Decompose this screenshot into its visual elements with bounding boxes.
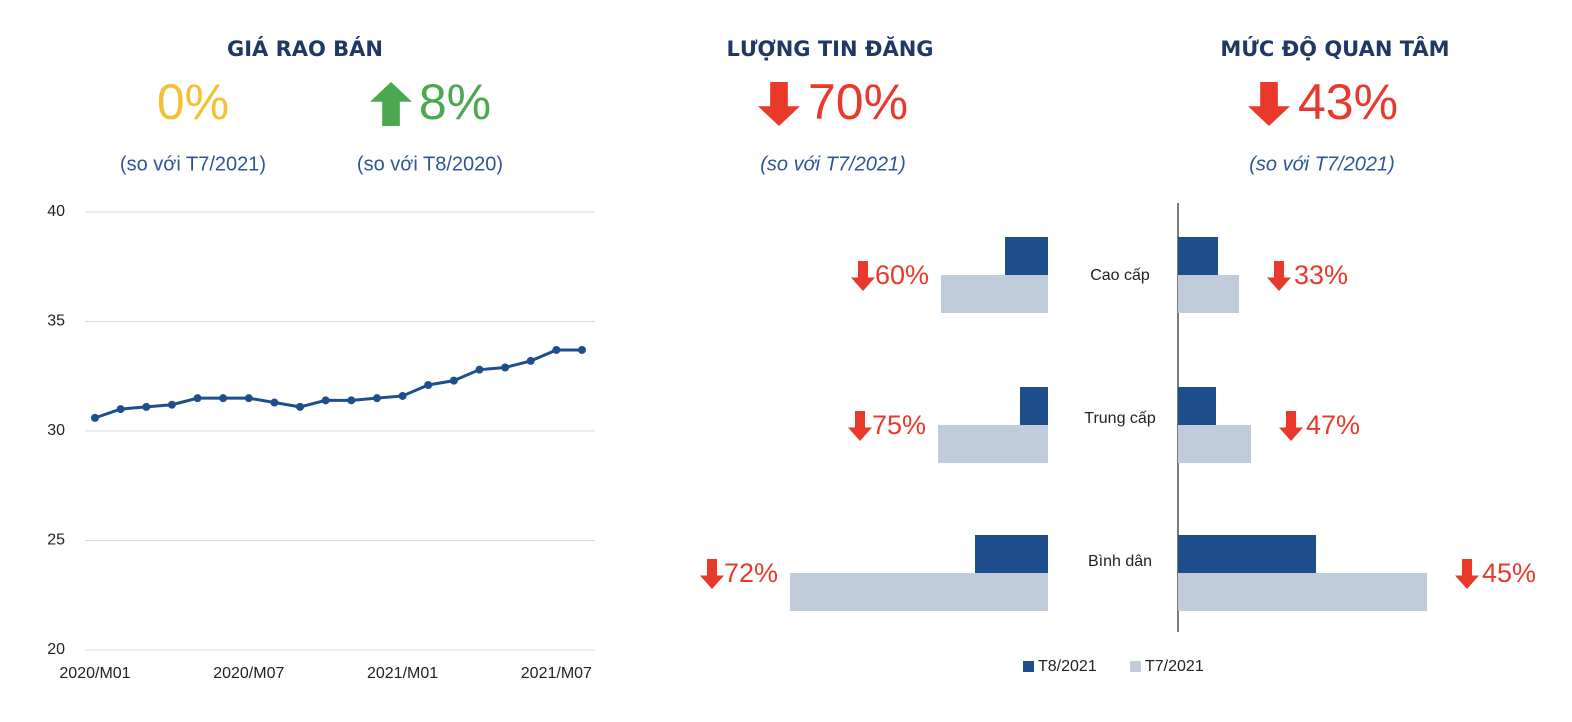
bar	[1178, 573, 1427, 611]
stat-note: (so với T7/2021)	[760, 153, 905, 175]
category-label: Trung cấp	[1084, 410, 1156, 427]
bar	[938, 425, 1048, 463]
point	[321, 396, 330, 405]
arrow-icon	[700, 559, 724, 589]
point	[501, 363, 510, 372]
stat-value: 43%	[1298, 74, 1398, 130]
arrow-icon	[1267, 261, 1291, 291]
point	[449, 376, 458, 385]
point	[193, 394, 202, 403]
arrow-icon	[758, 82, 800, 126]
point	[91, 413, 99, 422]
x-tick-label: 2020/M01	[59, 665, 130, 682]
bar	[975, 535, 1048, 573]
arrow-icon	[1279, 411, 1303, 441]
change-label: 33%	[1294, 260, 1348, 290]
stat-value: 0%	[157, 74, 229, 130]
y-tick-label: 35	[47, 313, 65, 330]
panel-title: LƯỢNG TIN ĐĂNG	[726, 36, 933, 61]
point	[270, 398, 279, 407]
bar	[1178, 425, 1251, 463]
point	[398, 391, 407, 400]
panel-title: MỨC ĐỘ QUAN TÂM	[1220, 35, 1449, 61]
bar	[1178, 275, 1239, 313]
arrow-icon	[1455, 559, 1479, 589]
stat-note: (so với T7/2021)	[1249, 153, 1394, 175]
change-label: 45%	[1482, 558, 1536, 588]
stat-note: (so với T7/2021)	[120, 153, 266, 175]
x-tick-label: 2020/M07	[213, 665, 284, 682]
change-label: 47%	[1306, 410, 1360, 440]
point	[219, 394, 228, 403]
point	[347, 396, 356, 405]
point	[244, 394, 253, 403]
point	[167, 400, 176, 409]
stat-value: 70%	[808, 74, 908, 130]
y-tick-label: 30	[47, 422, 65, 439]
change-label: 72%	[724, 558, 778, 588]
point	[475, 365, 484, 374]
arrow-icon	[851, 261, 875, 291]
x-tick-label: 2021/M07	[521, 665, 592, 682]
point	[578, 345, 586, 354]
point	[526, 356, 535, 365]
point	[424, 381, 433, 390]
change-label: 75%	[872, 410, 926, 440]
y-tick-label: 40	[47, 203, 65, 220]
y-tick-label: 25	[47, 532, 65, 549]
category-label: Bình dân	[1088, 553, 1152, 570]
bar	[1005, 237, 1048, 275]
point	[372, 394, 381, 403]
legend-label: T8/2021	[1038, 658, 1097, 675]
bar	[1178, 387, 1216, 425]
point	[296, 402, 305, 411]
bar	[941, 275, 1048, 313]
bar	[1020, 387, 1048, 425]
point	[552, 345, 561, 354]
legend-swatch	[1023, 661, 1034, 672]
legend-label: T7/2021	[1145, 658, 1204, 675]
bar	[790, 573, 1048, 611]
y-tick-label: 20	[47, 641, 65, 658]
category-label: Cao cấp	[1090, 267, 1150, 284]
line	[94, 348, 582, 420]
point	[142, 402, 151, 411]
arrow-icon	[1248, 82, 1290, 126]
change-label: 60%	[875, 260, 929, 290]
legend-swatch	[1130, 661, 1141, 672]
x-tick-label: 2021/M01	[367, 665, 438, 682]
stat-note: (so với T8/2020)	[357, 153, 503, 175]
bar	[1178, 535, 1316, 573]
panel-title: GIÁ RAO BÁN	[227, 36, 383, 61]
point	[116, 405, 125, 414]
stat-value: 8%	[419, 74, 491, 130]
arrow-icon	[370, 82, 412, 126]
arrow-icon	[848, 411, 872, 441]
bar	[1178, 237, 1218, 275]
